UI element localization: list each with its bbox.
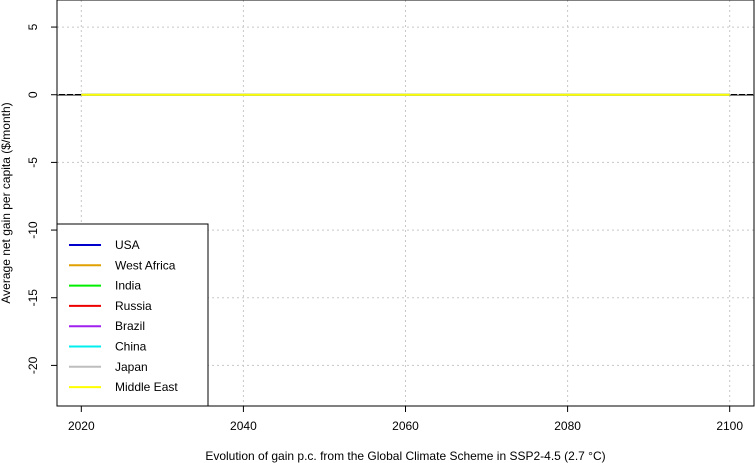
y-axis-title: Average net gain per capita ($/month) (0, 102, 13, 303)
legend-label: Russia (115, 299, 152, 313)
y-tick-label: -10 (26, 221, 40, 239)
legend-label: China (115, 340, 147, 354)
legend-label: USA (115, 238, 140, 252)
legend-label: Middle East (115, 380, 178, 394)
axis-layer: 2020 2040 2060 2080 2100 5 0 -5 -10 -15 -20 (26, 0, 755, 433)
y-tick-label: -5 (26, 157, 40, 168)
legend-box (56, 223, 209, 407)
y-tick-label: -20 (26, 356, 40, 374)
x-tick-label: 2060 (392, 419, 419, 433)
legend-label: West Africa (115, 258, 176, 272)
y-tick-label: 5 (26, 23, 40, 30)
legend: USA West Africa India Russia Brazil China Japa… (56, 223, 209, 407)
legend-label: India (115, 279, 141, 293)
x-tick-label: 2040 (230, 419, 257, 433)
y-tick-label: -15 (26, 289, 40, 307)
legend-label: Brazil (115, 319, 145, 333)
x-axis-title: Evolution of gain p.c. from the Global C… (205, 449, 605, 463)
x-tick-label: 2080 (554, 419, 581, 433)
x-tick-label: 2020 (68, 419, 95, 433)
x-tick-label: 2100 (716, 419, 743, 433)
y-tick-label: 0 (26, 91, 40, 98)
legend-label: Japan (115, 360, 148, 374)
